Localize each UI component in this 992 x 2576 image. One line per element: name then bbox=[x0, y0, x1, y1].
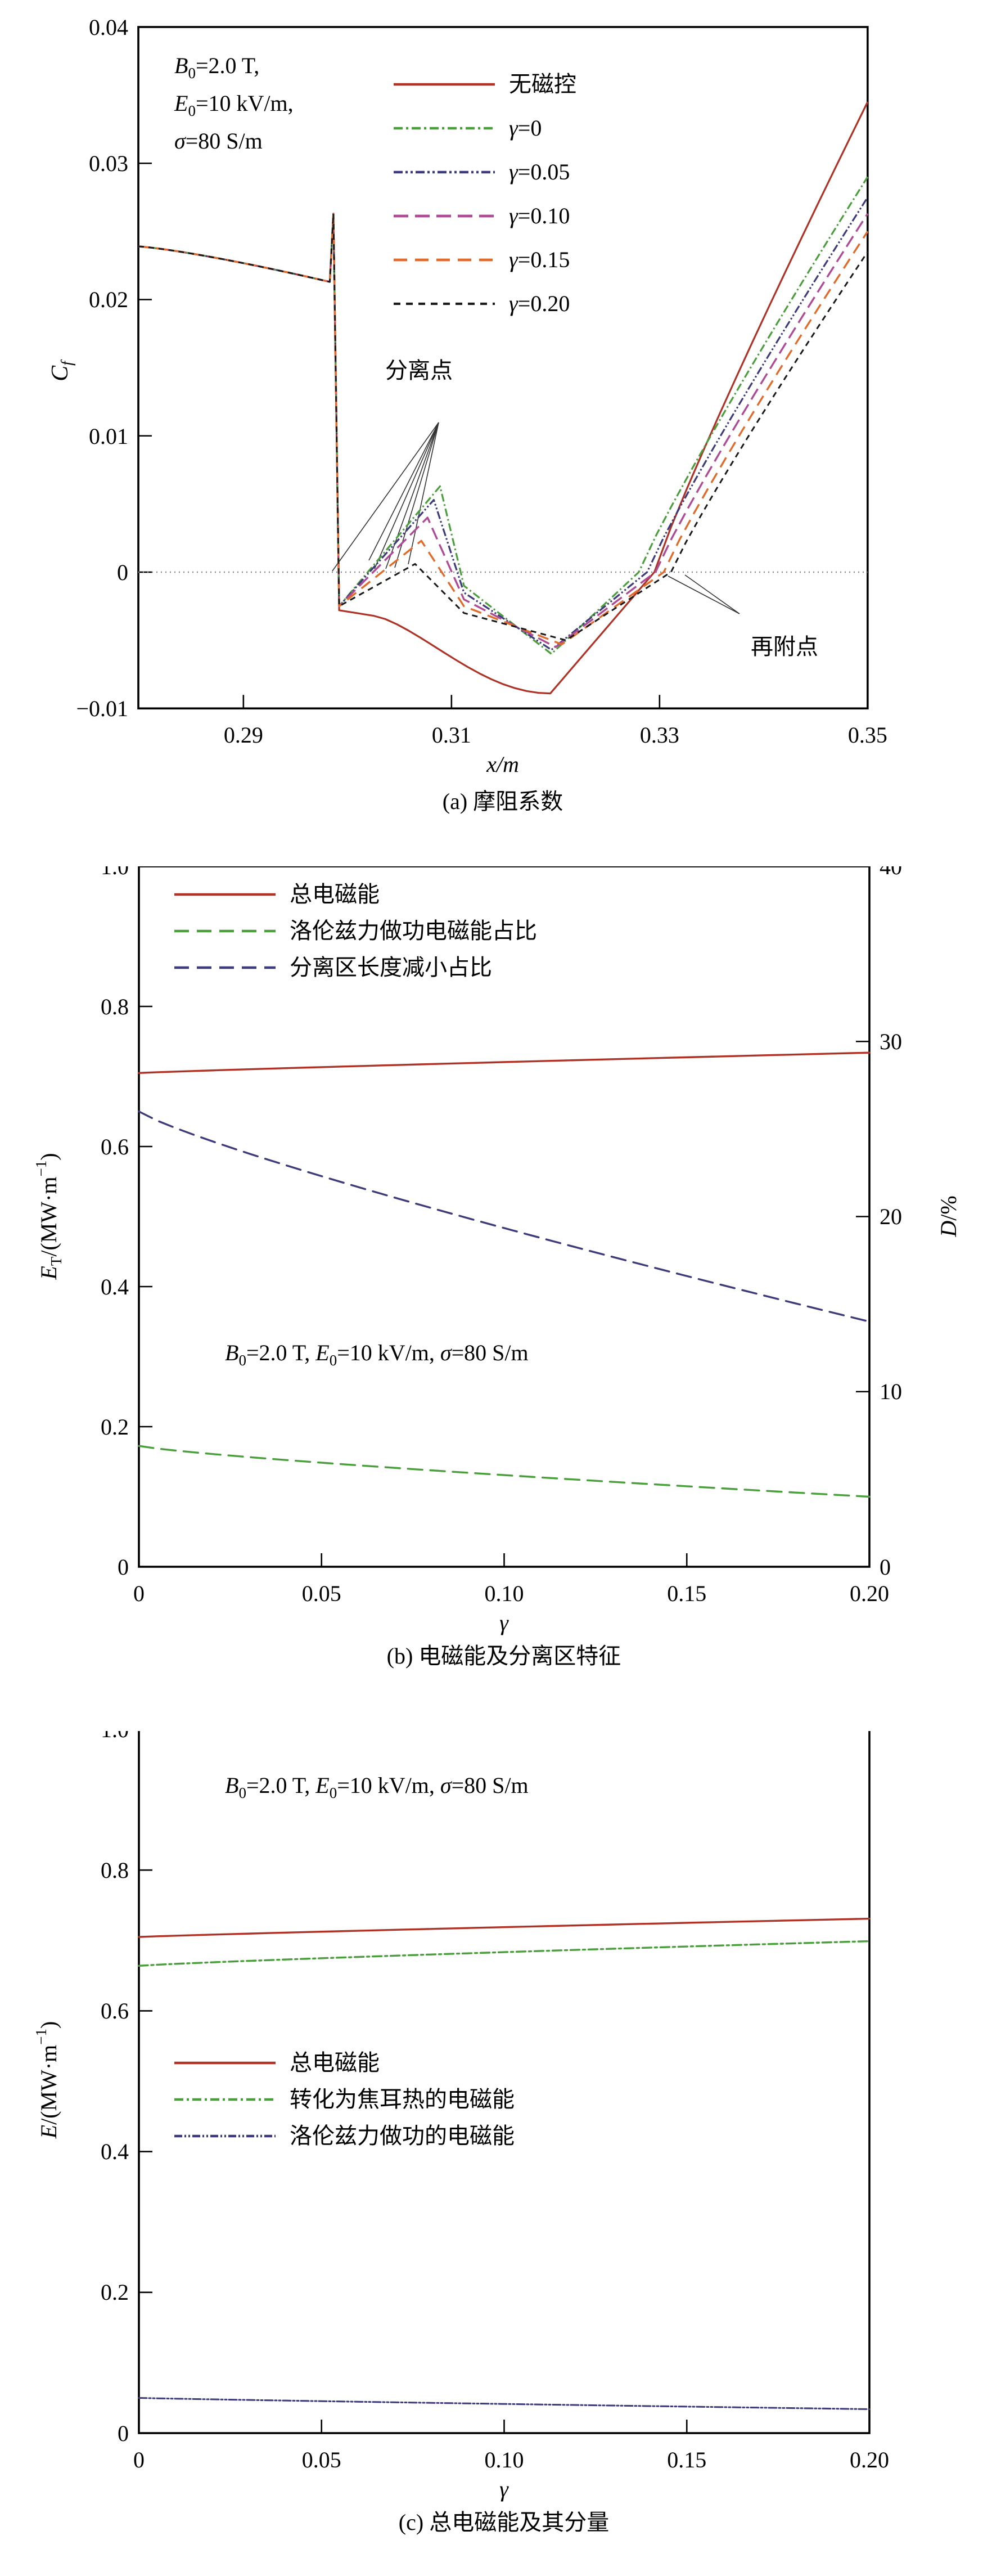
svg-text:洛伦兹力做功的电磁能: 洛伦兹力做功的电磁能 bbox=[290, 2123, 515, 2148]
svg-text:0.4: 0.4 bbox=[101, 2139, 129, 2164]
svg-text:B0=2.0 T, E0=10 kV/m, σ=80 S/: B0=2.0 T, E0=10 kV/m, σ=80 S/m bbox=[225, 1340, 529, 1369]
svg-text:σ=80 S/m: σ=80 S/m bbox=[174, 128, 263, 154]
svg-text:0.01: 0.01 bbox=[89, 424, 128, 449]
svg-text:0: 0 bbox=[117, 560, 128, 585]
svg-text:0.02: 0.02 bbox=[89, 287, 128, 312]
svg-text:0.4: 0.4 bbox=[101, 1274, 129, 1300]
svg-text:总电磁能: 总电磁能 bbox=[290, 2050, 380, 2075]
svg-text:x/m: x/m bbox=[486, 752, 519, 777]
svg-text:γ=0.10: γ=0.10 bbox=[509, 203, 570, 228]
svg-text:−0.01: −0.01 bbox=[76, 696, 128, 721]
svg-text:0: 0 bbox=[880, 1554, 891, 1580]
svg-text:0.03: 0.03 bbox=[89, 151, 128, 176]
svg-text:0.05: 0.05 bbox=[302, 2447, 341, 2472]
svg-text:0.04: 0.04 bbox=[89, 15, 128, 40]
svg-text:γ=0.05: γ=0.05 bbox=[509, 159, 570, 185]
svg-text:(c) 总电磁能及其分量: (c) 总电磁能及其分量 bbox=[399, 2510, 609, 2535]
svg-text:0.6: 0.6 bbox=[101, 1998, 129, 2024]
svg-text:40: 40 bbox=[880, 866, 902, 879]
svg-text:总电磁能: 总电磁能 bbox=[290, 882, 380, 907]
svg-text:1.0: 1.0 bbox=[101, 866, 129, 879]
svg-text:γ=0.15: γ=0.15 bbox=[509, 247, 570, 272]
svg-text:γ=0: γ=0 bbox=[509, 115, 542, 141]
svg-text:0.29: 0.29 bbox=[224, 722, 263, 748]
svg-text:E0=10 kV/m,: E0=10 kV/m, bbox=[174, 91, 294, 119]
svg-text:0.15: 0.15 bbox=[667, 2447, 706, 2472]
svg-text:0.35: 0.35 bbox=[848, 722, 887, 748]
svg-text:0: 0 bbox=[133, 1581, 145, 1606]
svg-text:无磁控: 无磁控 bbox=[509, 71, 576, 97]
svg-text:0.33: 0.33 bbox=[640, 722, 679, 748]
svg-text:0.8: 0.8 bbox=[101, 1858, 129, 1883]
svg-text:E/(MW·m−1): E/(MW·m−1) bbox=[33, 2021, 61, 2139]
svg-text:D/%: D/% bbox=[936, 1195, 961, 1237]
svg-text:分离点: 分离点 bbox=[385, 358, 453, 383]
svg-text:洛伦兹力做功电磁能占比: 洛伦兹力做功电磁能占比 bbox=[290, 918, 537, 943]
svg-text:(b) 电磁能及分离区特征: (b) 电磁能及分离区特征 bbox=[387, 1643, 621, 1669]
svg-text:0: 0 bbox=[133, 2447, 145, 2472]
svg-text:分离区长度减小占比: 分离区长度减小占比 bbox=[290, 955, 492, 980]
svg-text:0.10: 0.10 bbox=[485, 1581, 524, 1606]
svg-text:0.15: 0.15 bbox=[667, 1581, 706, 1606]
svg-text:0: 0 bbox=[118, 2421, 129, 2446]
svg-text:0.10: 0.10 bbox=[485, 2447, 524, 2472]
svg-text:0.20: 0.20 bbox=[850, 1581, 889, 1606]
svg-text:ET/(MW·m−1): ET/(MW·m−1) bbox=[33, 1153, 65, 1280]
svg-text:0.20: 0.20 bbox=[850, 2447, 889, 2472]
svg-text:30: 30 bbox=[880, 1029, 902, 1054]
svg-text:Cf: Cf bbox=[47, 359, 76, 381]
svg-text:B0=2.0 T, E0=10 kV/m, σ=80 S/: B0=2.0 T, E0=10 kV/m, σ=80 S/m bbox=[225, 1773, 529, 1801]
svg-text:γ: γ bbox=[499, 1610, 509, 1635]
svg-text:0.8: 0.8 bbox=[101, 994, 129, 1019]
svg-text:20: 20 bbox=[880, 1204, 902, 1229]
svg-text:再附点: 再附点 bbox=[751, 634, 818, 659]
svg-text:0: 0 bbox=[118, 1554, 129, 1580]
svg-text:γ=0.20: γ=0.20 bbox=[509, 291, 570, 316]
svg-text:0.2: 0.2 bbox=[101, 1414, 129, 1440]
svg-text:B0=2.0 T,: B0=2.0 T, bbox=[174, 53, 259, 82]
svg-text:10: 10 bbox=[880, 1379, 902, 1404]
svg-text:1.0: 1.0 bbox=[101, 1731, 129, 1742]
svg-text:0.31: 0.31 bbox=[432, 722, 471, 748]
svg-text:0.6: 0.6 bbox=[101, 1134, 129, 1159]
svg-text:0.05: 0.05 bbox=[302, 1581, 341, 1606]
svg-text:(a) 摩阻系数: (a) 摩阻系数 bbox=[443, 789, 563, 814]
svg-text:0.2: 0.2 bbox=[101, 2280, 129, 2305]
svg-text:转化为焦耳热的电磁能: 转化为焦耳热的电磁能 bbox=[290, 2087, 515, 2112]
svg-text:γ: γ bbox=[499, 2476, 509, 2502]
